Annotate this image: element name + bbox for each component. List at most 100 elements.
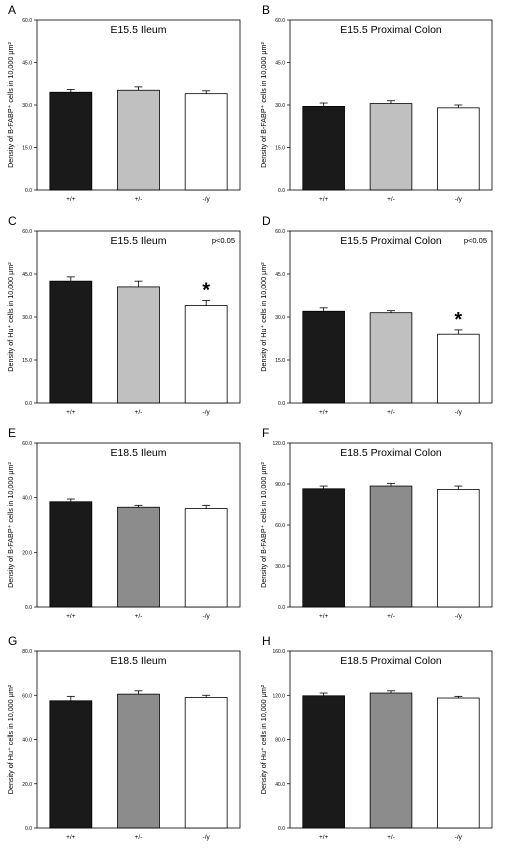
chart-title: E18.5 Ileum (110, 655, 166, 667)
panel-letter: A (8, 3, 16, 17)
y-tick-label: 30.0 (275, 103, 285, 109)
chart-title: E15.5 Proximal Colon (340, 235, 442, 247)
y-tick-label: 60.0 (22, 18, 32, 24)
bar (302, 310, 345, 404)
bar (369, 692, 413, 829)
panel-letter: D (262, 214, 271, 228)
x-tick-label: -/y (203, 196, 211, 203)
bar (184, 305, 228, 404)
y-tick-label: 20.0 (22, 550, 32, 556)
panel-h: H 0.0 40.0 80.0 120.0 160.0 Density of Hu⁺ cel… (259, 634, 493, 841)
x-tick-label: +/- (387, 834, 395, 841)
x-tick-label: -/y (455, 196, 463, 203)
panel-a: A 0.0 15.0 30.0 45.0 60.0 Density of B-FABP⁺ c… (6, 3, 241, 203)
x-tick-label: +/+ (66, 613, 76, 620)
y-tick-label: 30.0 (22, 315, 32, 321)
bar (49, 700, 93, 829)
x-tick-label: +/+ (66, 834, 76, 841)
x-tick-label: +/+ (319, 834, 329, 841)
y-axis-label: Density of Hu⁺ cells in 10,000 μm² (259, 684, 268, 794)
bar (117, 89, 160, 191)
panel-e: E 0.0 20.0 40.0 60.0 Density of B-FABP⁺ cells… (6, 426, 241, 620)
y-tick-label: 160.0 (272, 649, 285, 655)
y-axis-label: Density of B-FABP⁺ cells in 10,000 μm² (6, 462, 15, 588)
panel-d: D 0.0 15.0 30.0 45.0 60.0 Density of Hu⁺ cells… (259, 214, 493, 416)
y-tick-label: 0.0 (278, 188, 285, 194)
significance-star-icon: * (202, 279, 210, 301)
chart-title: E18.5 Proximal Colon (340, 655, 442, 667)
significance-star-icon: * (454, 309, 462, 331)
panel-letter: G (8, 634, 17, 648)
y-tick-label: 90.0 (275, 482, 285, 488)
x-tick-label: -/y (203, 613, 211, 620)
y-axis-label: Density of B-FABP⁺ cells in 10,000 μm² (259, 462, 268, 588)
y-tick-label: 0.0 (278, 401, 285, 407)
x-tick-label: -/y (455, 409, 463, 416)
panel-letter: E (8, 426, 16, 440)
y-axis-label: Density of Hu⁺ cells in 10,000 μm² (259, 262, 268, 372)
significance-annotation: p<0.05 (212, 236, 235, 245)
y-axis-label: Density of Hu⁺ cells in 10,000 μm² (6, 684, 15, 794)
y-axis-label: Density of B-FABP⁺ cells in 10,000 μm² (6, 42, 15, 168)
y-tick-label: 60.0 (22, 229, 32, 235)
panel-letter: F (262, 426, 269, 440)
y-tick-label: 40.0 (22, 496, 32, 502)
bar (369, 312, 413, 404)
y-tick-label: 80.0 (22, 649, 32, 655)
bar (49, 280, 93, 404)
y-tick-label: 40.0 (22, 738, 32, 744)
y-tick-label: 15.0 (275, 146, 285, 152)
bar (302, 695, 345, 829)
significance-annotation: p<0.05 (464, 236, 487, 245)
y-tick-label: 80.0 (275, 738, 285, 744)
x-tick-label: +/- (135, 834, 143, 841)
bar (49, 501, 93, 608)
bar (49, 91, 93, 191)
bar (437, 107, 480, 191)
x-tick-label: -/y (455, 613, 463, 620)
bar (302, 488, 345, 608)
y-tick-label: 45.0 (22, 61, 32, 67)
x-tick-label: -/y (203, 834, 211, 841)
x-tick-label: +/+ (319, 613, 329, 620)
bar (117, 286, 160, 404)
y-tick-label: 45.0 (22, 272, 32, 278)
panel-letter: H (262, 634, 271, 648)
bar (437, 333, 480, 404)
chart-title: E15.5 Proximal Colon (340, 24, 442, 36)
y-tick-label: 45.0 (275, 272, 285, 278)
bar (117, 506, 160, 608)
bar (302, 106, 345, 191)
x-tick-label: +/- (387, 409, 395, 416)
y-tick-label: 0.0 (278, 605, 285, 611)
chart-title: E18.5 Ileum (110, 447, 166, 459)
x-tick-label: +/+ (319, 409, 329, 416)
y-tick-label: 15.0 (275, 358, 285, 364)
x-tick-label: +/- (387, 196, 395, 203)
y-tick-label: 15.0 (22, 358, 32, 364)
x-tick-label: +/- (387, 613, 395, 620)
bar (437, 489, 480, 608)
y-tick-label: 60.0 (275, 18, 285, 24)
bar (437, 697, 480, 829)
y-tick-label: 0.0 (25, 826, 32, 832)
x-tick-label: +/- (135, 613, 143, 620)
x-tick-label: +/+ (66, 196, 76, 203)
panel-f: F 0.0 30.0 60.0 90.0 120.0 Density of B-FABP⁺ … (259, 426, 493, 620)
x-tick-label: -/y (203, 409, 211, 416)
y-tick-label: 0.0 (278, 826, 285, 832)
y-tick-label: 0.0 (25, 188, 32, 194)
y-axis-label: Density of B-FABP⁺ cells in 10,000 μm² (259, 42, 268, 168)
bar (369, 485, 413, 608)
bar (117, 693, 160, 829)
y-tick-label: 60.0 (275, 229, 285, 235)
bar (184, 508, 228, 608)
y-tick-label: 15.0 (22, 146, 32, 152)
y-tick-label: 30.0 (22, 103, 32, 109)
chart-title: E15.5 Ileum (110, 24, 166, 36)
panel-letter: C (8, 214, 17, 228)
bar (184, 93, 228, 191)
x-tick-label: +/- (135, 196, 143, 203)
